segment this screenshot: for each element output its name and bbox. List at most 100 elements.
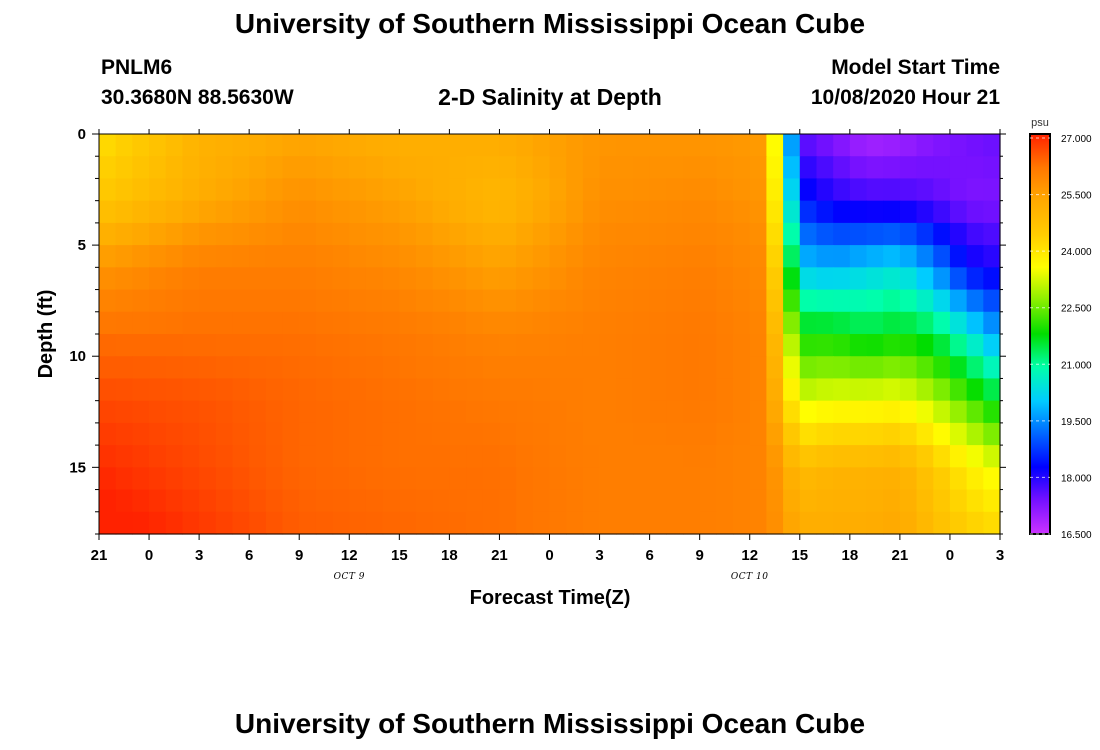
- heatmap-cell: [566, 289, 584, 313]
- heatmap-cell: [599, 422, 617, 446]
- heatmap-cell: [199, 222, 217, 246]
- heatmap-cell: [666, 511, 684, 535]
- heatmap-cell: [365, 178, 384, 202]
- heatmap-cell: [616, 467, 634, 491]
- x-tick-label: 21: [91, 547, 108, 564]
- heatmap-cell: [466, 178, 484, 202]
- heatmap-cell: [582, 156, 601, 180]
- heatmap-cell: [282, 134, 300, 157]
- heatmap-cell: [849, 422, 868, 446]
- heatmap-cell: [399, 378, 417, 402]
- x-tick-label: 21: [491, 547, 508, 564]
- heatmap-cell: [349, 467, 367, 491]
- heatmap-cell: [949, 222, 968, 246]
- heatmap-cell: [182, 467, 200, 491]
- heatmap-cell: [482, 245, 501, 268]
- heatmap-cell: [599, 489, 617, 513]
- heatmap-cell: [749, 289, 768, 313]
- heatmap-cell: [916, 222, 934, 246]
- heatmap-cell: [816, 356, 834, 380]
- heatmap-cell: [532, 178, 551, 202]
- heatmap-cell: [649, 511, 667, 535]
- heatmap-cell: [215, 356, 234, 380]
- heatmap-cell: [632, 400, 651, 424]
- heatmap-cell: [416, 134, 434, 157]
- heatmap-cell: [315, 222, 334, 246]
- heatmap-cell: [282, 156, 300, 180]
- heatmap-cell: [265, 156, 284, 180]
- heatmap-cell: [816, 311, 834, 335]
- heatmap-cell: [132, 356, 150, 380]
- x-axis-label: Forecast Time(Z): [470, 587, 631, 609]
- heatmap-cell: [582, 134, 601, 157]
- heatmap-cell: [499, 445, 517, 468]
- heatmap-cell: [532, 422, 551, 446]
- heatmap-cell: [499, 156, 517, 180]
- heatmap-cell: [115, 378, 133, 402]
- x-axis: 21 0 3 6 9 12 15 18 21 0 3 6 9 12 15 18 21 0 3 OCT 9 OCT 10: [91, 129, 1004, 582]
- heatmap-cell: [99, 222, 117, 246]
- heatmap-cell: [249, 156, 267, 180]
- heatmap-cell: [232, 200, 250, 224]
- heatmap-cell: [549, 356, 567, 380]
- heatmap-cell: [99, 445, 117, 468]
- heatmap-cell: [549, 178, 567, 202]
- heatmap-cell: [349, 422, 367, 446]
- heatmap-cell: [516, 422, 534, 446]
- heatmap-cell: [99, 422, 117, 446]
- colorbar-tick-label: 25.500: [1061, 191, 1092, 202]
- heatmap-cell: [733, 178, 751, 202]
- heatmap-cell: [115, 178, 133, 202]
- heatmap-cell: [315, 267, 334, 291]
- heatmap-cell: [966, 245, 984, 268]
- heatmap-cell: [799, 222, 818, 246]
- heatmap-cell: [399, 222, 417, 246]
- heatmap-cell: [799, 422, 818, 446]
- heatmap-cell: [249, 489, 267, 513]
- heatmap-cell: [265, 245, 284, 268]
- x-tick-label: 15: [391, 547, 408, 564]
- heatmap-cell: [599, 222, 617, 246]
- heatmap-cell: [749, 445, 768, 468]
- heatmap-cell: [482, 445, 501, 468]
- heatmap-cell: [866, 200, 884, 224]
- heatmap-cell: [582, 222, 601, 246]
- heatmap-cell: [432, 311, 450, 335]
- heatmap-cell: [983, 178, 1001, 202]
- heatmap-cell: [549, 134, 567, 157]
- heatmap-cell: [649, 200, 667, 224]
- heatmap-cell: [399, 334, 417, 357]
- heatmap-cell: [933, 156, 951, 180]
- heatmap-cell: [199, 178, 217, 202]
- heatmap-cell: [883, 245, 901, 268]
- heatmap-cell: [182, 489, 200, 513]
- heatmap-cell: [966, 378, 984, 402]
- heatmap-cell: [449, 467, 467, 491]
- heatmap-cell: [282, 356, 300, 380]
- y-axis-label: Depth (ft): [35, 290, 57, 379]
- heatmap-cell: [582, 356, 601, 380]
- heatmap-cell: [616, 178, 634, 202]
- heatmap-cell: [315, 311, 334, 335]
- heatmap-cell: [365, 356, 384, 380]
- heatmap-cell: [933, 267, 951, 291]
- x-tick-label: 18: [841, 547, 858, 564]
- heatmap-cell: [99, 156, 117, 180]
- heatmap-cell: [249, 222, 267, 246]
- heatmap-cell: [399, 200, 417, 224]
- heatmap-cell: [466, 245, 484, 268]
- heatmap-cell: [916, 489, 934, 513]
- heatmap-cell: [649, 334, 667, 357]
- heatmap-cell: [682, 511, 701, 535]
- heatmap-cell: [899, 467, 918, 491]
- heatmap-cell: [966, 267, 984, 291]
- heatmap-cell: [516, 245, 534, 268]
- heatmap-cell: [232, 178, 250, 202]
- heatmap-cell: [149, 267, 167, 291]
- heatmap-cell: [466, 311, 484, 335]
- heatmap-cell: [599, 445, 617, 468]
- heatmap-cell: [215, 511, 234, 535]
- heatmap-cell: [499, 289, 517, 313]
- heatmap-cell: [933, 178, 951, 202]
